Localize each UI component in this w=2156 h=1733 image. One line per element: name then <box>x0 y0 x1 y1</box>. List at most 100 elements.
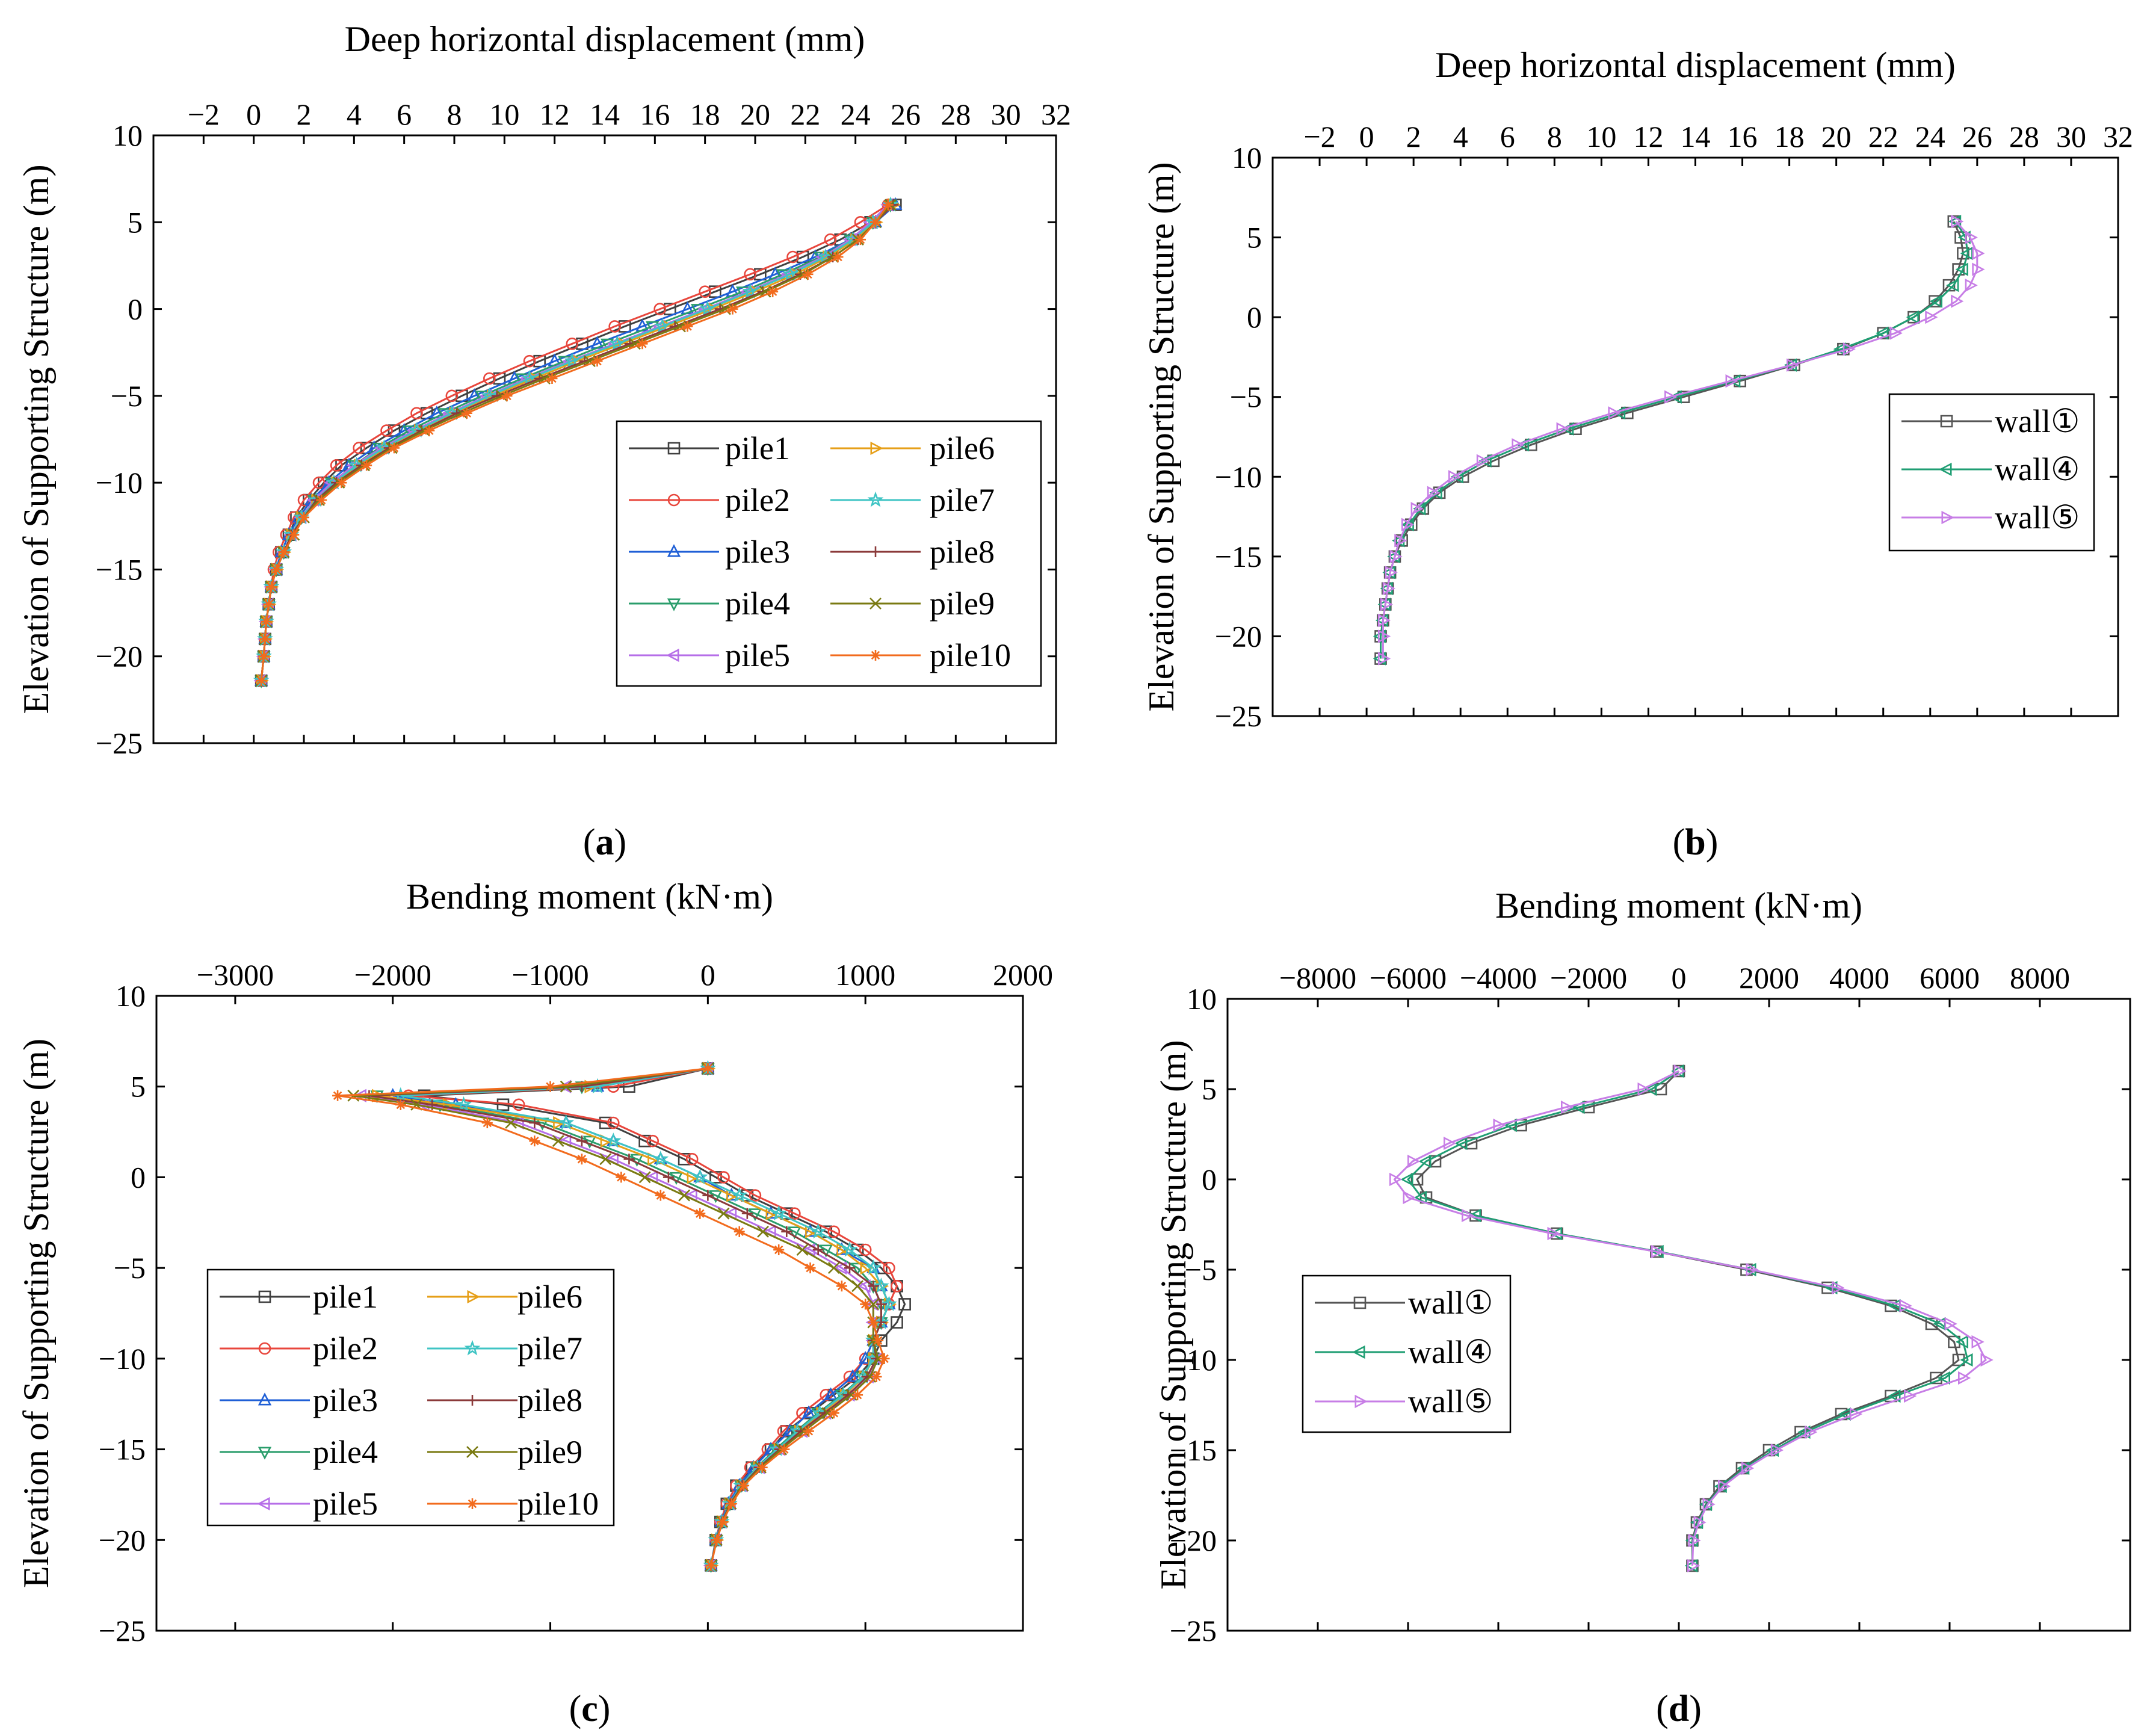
data-point-pile8-4 <box>529 1117 540 1128</box>
legend-marker-pile4 <box>258 1447 272 1460</box>
legend-item-pile7: pile7 <box>427 1330 582 1367</box>
y-tick-label: 10 <box>1187 982 1217 1016</box>
data-point-pile10-2 <box>855 234 866 246</box>
legend-item-pile6: pile6 <box>427 1279 582 1315</box>
legend-marker-pile7 <box>464 1339 481 1356</box>
legend-item-pile3: pile3 <box>629 534 790 570</box>
x-tick-label: 24 <box>841 97 871 131</box>
plot-area <box>1373 214 1985 666</box>
x-tick-label: 22 <box>790 97 820 131</box>
legend-marker-pile10 <box>467 1498 478 1509</box>
x-axis-title: Deep horizontal displacement (mm) <box>345 19 865 59</box>
data-point-pile9-7 <box>638 1171 651 1184</box>
legend-label: pile6 <box>930 430 995 466</box>
legend-label: pile1 <box>313 1279 378 1315</box>
chart-panel-d: −8000 −6000 −4000 −2000 0 2000 4000 6000 8000 10 5… <box>1154 886 2131 1729</box>
y-tick-label: −10 <box>99 1342 146 1376</box>
data-point-wall⑤-8 <box>1842 342 1856 356</box>
data-point-wall⑤-0 <box>1673 1064 1687 1078</box>
data-point-wall⑤-7 <box>1889 326 1903 340</box>
data-point-wall⑤-23 <box>1382 581 1395 596</box>
legend-item-pile10: pile10 <box>830 637 1011 673</box>
data-point-wall⑤-25 <box>1377 613 1391 628</box>
y-tick-label: 10 <box>113 119 143 152</box>
data-point-pile8-10 <box>781 1226 792 1237</box>
data-point-wall⑤-24 <box>1380 598 1394 611</box>
data-point-wall⑤-4 <box>1444 1136 1457 1151</box>
panel-label: (c) <box>569 1688 611 1729</box>
data-point-pile10-17 <box>879 1353 890 1364</box>
data-point-pile2-10 <box>483 372 496 385</box>
x-tick-label: −2000 <box>354 958 431 992</box>
panel-label: (a) <box>583 822 626 863</box>
legend-marker-pile9 <box>870 598 882 610</box>
data-point-pile10-10 <box>546 373 558 384</box>
legend-label: pile7 <box>517 1330 582 1367</box>
legend-item-pile8: pile8 <box>427 1382 582 1418</box>
x-tick-label: 10 <box>1586 120 1616 153</box>
data-point-wall⑤-6 <box>1925 310 1938 324</box>
x-tick-label: 16 <box>1728 120 1758 153</box>
data-point-wall④-26 <box>1685 1533 1698 1548</box>
legend-item-pile9: pile9 <box>830 585 995 622</box>
data-point-wall⑤-4 <box>1965 278 1978 292</box>
y-tick-label: −25 <box>1215 699 1262 733</box>
data-point-wall④-18 <box>1888 1389 1901 1403</box>
legend-label: pile6 <box>517 1279 582 1315</box>
y-axis-title: Elevation of Supporting Structure (m) <box>1154 1040 1193 1589</box>
data-point-wall④-5 <box>1418 1154 1432 1169</box>
data-point-pile2-15 <box>330 459 343 472</box>
y-tick-label: −10 <box>1170 1343 1217 1377</box>
legend-marker-pile3 <box>667 544 681 557</box>
data-point-wall④-4 <box>1454 1136 1468 1151</box>
data-point-wall①-16 <box>1952 1353 1965 1367</box>
data-point-pile2-3 <box>512 1098 525 1111</box>
data-point-pile10-0 <box>702 1063 714 1074</box>
x-axis-title: Bending moment (kN·m) <box>1495 886 1862 925</box>
legend-label: pile3 <box>313 1382 378 1418</box>
data-point-pile10-16 <box>873 1335 884 1346</box>
data-point-pile7-5 <box>742 283 759 299</box>
data-point-pile7-12 <box>865 1259 882 1275</box>
data-point-wall⑤-12 <box>1608 406 1621 420</box>
y-tick-label: −20 <box>1215 619 1262 653</box>
legend-marker-pile4 <box>667 598 681 611</box>
data-point-pile9-14 <box>867 1298 880 1311</box>
data-point-wall⑤-27 <box>1377 652 1391 666</box>
data-point-wall④-16 <box>1960 1353 1973 1367</box>
series-line-pile7 <box>400 1067 891 1566</box>
x-tick-label: 26 <box>1962 120 1992 153</box>
x-tick-label: 6000 <box>1920 961 1980 995</box>
data-point-pile7-8 <box>609 335 626 351</box>
x-tick-label: −3000 <box>197 958 274 992</box>
data-point-pile10-13 <box>836 1280 847 1292</box>
data-point-pile9-10 <box>757 1225 769 1238</box>
x-tick-label: 12 <box>540 97 570 131</box>
x-tick-label: −8000 <box>1279 961 1356 995</box>
data-point-wall⑤-14 <box>1944 1317 1957 1331</box>
data-point-pile10-1 <box>870 217 881 228</box>
y-tick-label: −20 <box>99 1523 146 1557</box>
chart-panel-b: −2 0 2 4 6 8 10 12 14 16 18 20 22 24 26 28 30 321050−5−10… <box>1141 45 2133 863</box>
data-point-wall⑤-0 <box>1951 214 1964 229</box>
y-tick-label: −20 <box>96 640 143 673</box>
data-point-pile10-17 <box>316 495 327 505</box>
x-tick-label: 0 <box>1672 961 1687 995</box>
legend-marker-pile7 <box>867 491 884 507</box>
data-point-wall⑤-15 <box>1476 454 1490 468</box>
data-point-pile10-20 <box>278 546 289 558</box>
legend-label: pile2 <box>313 1330 378 1367</box>
data-point-pile3-10 <box>507 371 522 384</box>
data-point-pile2-8 <box>749 1189 762 1202</box>
x-tick-label: 8000 <box>2010 961 2070 995</box>
data-point-wall⑤-26 <box>1377 629 1391 643</box>
x-tick-label: 28 <box>941 97 971 131</box>
legend-item-pile10: pile10 <box>427 1486 599 1522</box>
data-point-wall④-17 <box>1937 1371 1950 1385</box>
data-point-pile10-14 <box>860 1299 871 1310</box>
data-point-wall⑤-12 <box>1832 1280 1845 1295</box>
y-tick-label: −15 <box>1215 540 1262 573</box>
data-point-pile7-10 <box>521 369 538 386</box>
data-point-wall①-11 <box>1677 391 1690 404</box>
